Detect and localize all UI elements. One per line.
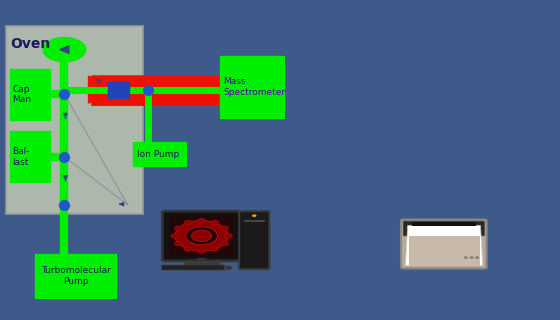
Polygon shape <box>88 76 100 103</box>
Circle shape <box>225 234 232 238</box>
Circle shape <box>184 220 192 225</box>
Polygon shape <box>405 226 483 266</box>
Text: Turbomolecular
Pump: Turbomolecular Pump <box>41 266 110 285</box>
Circle shape <box>192 230 212 242</box>
FancyBboxPatch shape <box>244 220 264 221</box>
FancyBboxPatch shape <box>169 215 234 257</box>
Circle shape <box>171 234 179 238</box>
FancyBboxPatch shape <box>184 262 220 266</box>
Circle shape <box>174 241 182 246</box>
Circle shape <box>211 247 219 252</box>
Circle shape <box>43 37 86 62</box>
Circle shape <box>464 257 468 259</box>
FancyBboxPatch shape <box>401 220 487 268</box>
FancyBboxPatch shape <box>6 26 143 214</box>
FancyBboxPatch shape <box>10 131 50 182</box>
FancyBboxPatch shape <box>403 221 484 236</box>
Circle shape <box>221 226 229 230</box>
FancyBboxPatch shape <box>162 211 241 261</box>
FancyBboxPatch shape <box>35 254 116 298</box>
Circle shape <box>252 214 256 217</box>
FancyBboxPatch shape <box>133 142 186 166</box>
Polygon shape <box>244 99 253 118</box>
Circle shape <box>198 249 206 253</box>
Circle shape <box>184 247 192 252</box>
Circle shape <box>475 257 479 259</box>
Circle shape <box>174 226 182 230</box>
Circle shape <box>186 227 217 245</box>
Text: Ion Pump: Ion Pump <box>137 150 179 159</box>
FancyBboxPatch shape <box>409 236 480 266</box>
FancyBboxPatch shape <box>197 258 206 264</box>
Circle shape <box>175 220 228 251</box>
Circle shape <box>211 220 219 225</box>
FancyBboxPatch shape <box>220 56 284 118</box>
FancyBboxPatch shape <box>412 222 476 226</box>
FancyBboxPatch shape <box>239 211 269 269</box>
Circle shape <box>221 241 229 246</box>
Polygon shape <box>60 46 69 53</box>
Circle shape <box>470 257 473 259</box>
Text: Oven: Oven <box>10 37 50 51</box>
Text: Bal-
last: Bal- last <box>12 147 30 166</box>
Text: Cap
Man: Cap Man <box>12 85 31 104</box>
Circle shape <box>198 218 206 223</box>
Circle shape <box>225 266 232 270</box>
Polygon shape <box>244 76 263 99</box>
FancyBboxPatch shape <box>10 69 50 120</box>
Text: Mass
Spectrometer: Mass Spectrometer <box>223 77 285 97</box>
FancyBboxPatch shape <box>108 82 129 98</box>
FancyBboxPatch shape <box>161 265 225 270</box>
